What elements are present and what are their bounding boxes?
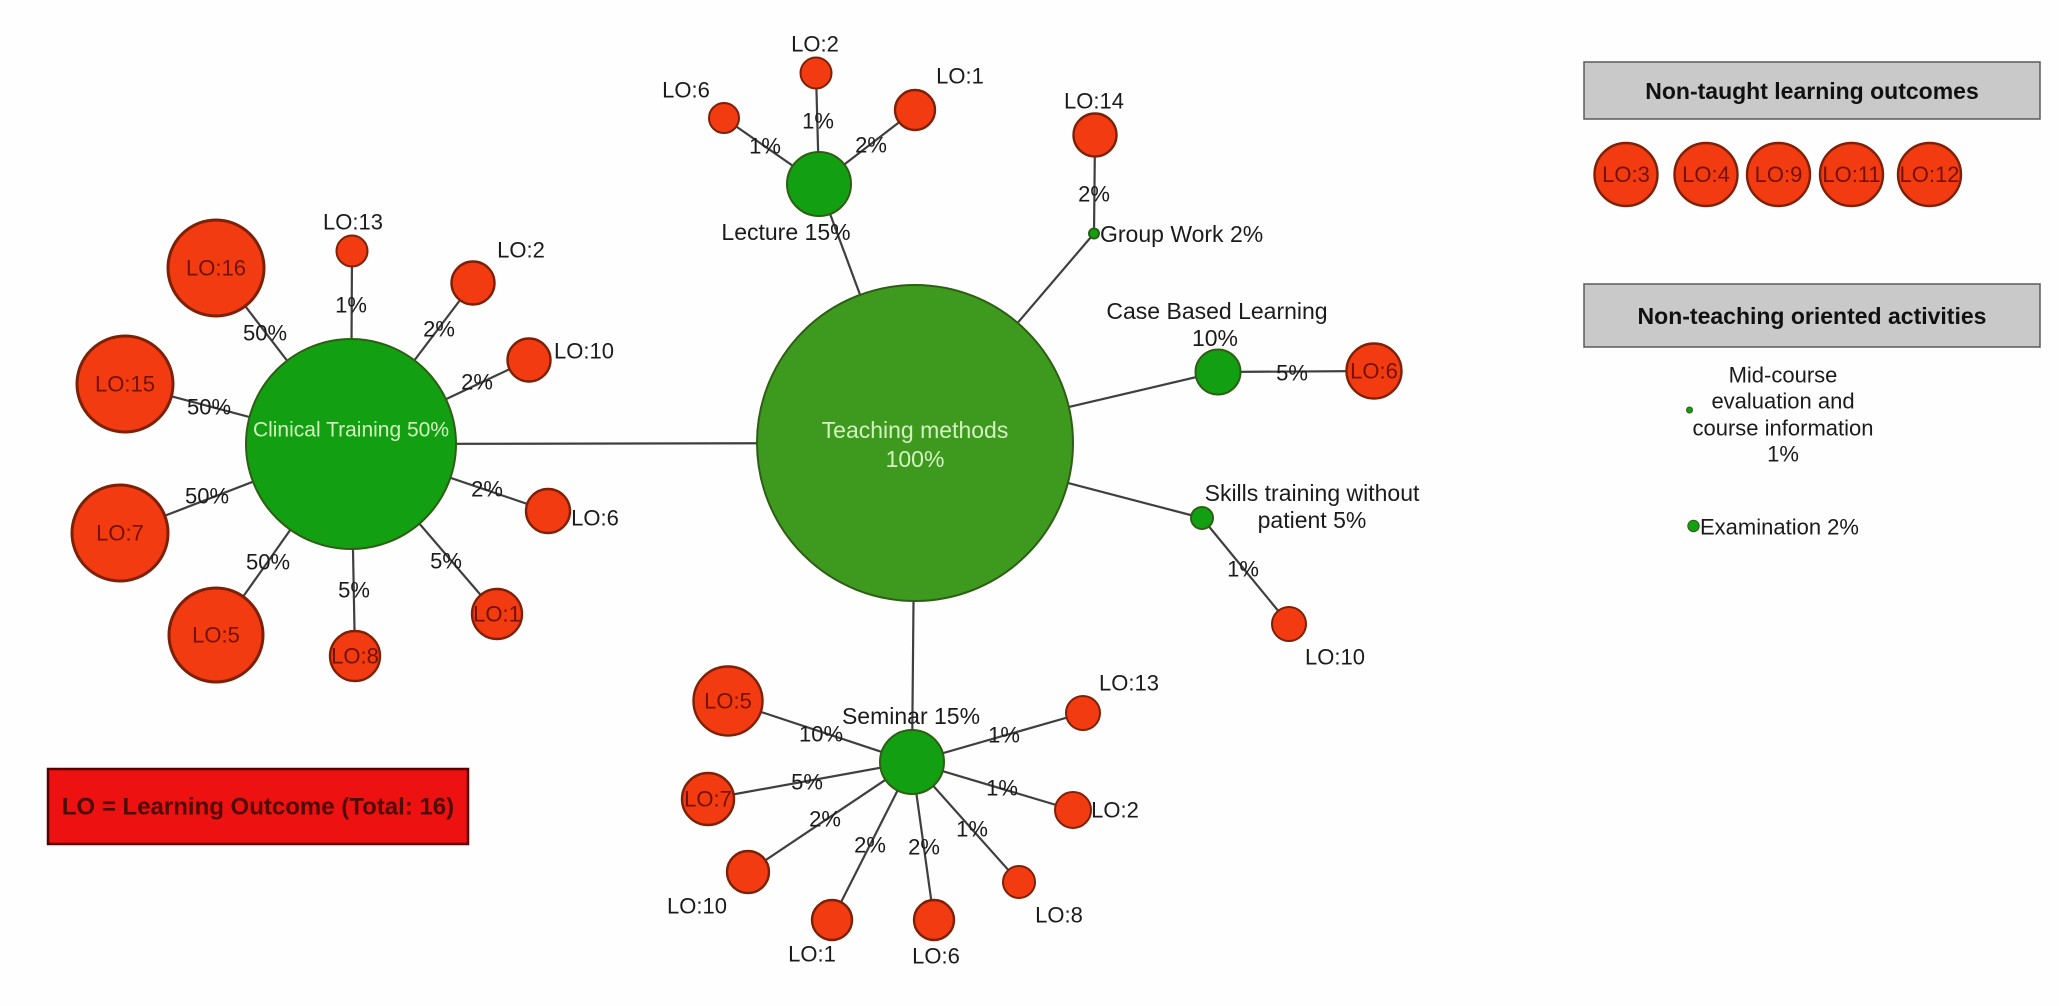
svg-text:LO:1: LO:1 — [936, 64, 984, 89]
svg-text:LO:2: LO:2 — [791, 32, 839, 57]
svg-text:LO:7: LO:7 — [684, 787, 732, 812]
svg-text:5%: 5% — [430, 549, 462, 574]
svg-text:2%: 2% — [809, 807, 841, 832]
svg-text:LO:10: LO:10 — [667, 894, 727, 919]
svg-text:2%: 2% — [471, 477, 503, 502]
svg-text:5%: 5% — [1276, 361, 1308, 386]
svg-text:50%: 50% — [185, 484, 229, 509]
svg-text:LO:8: LO:8 — [331, 644, 379, 669]
svg-text:Teaching methods: Teaching methods — [822, 417, 1009, 443]
svg-text:50%: 50% — [243, 321, 287, 346]
svg-text:LO:6: LO:6 — [662, 78, 710, 103]
svg-text:LO:1: LO:1 — [473, 602, 521, 627]
svg-text:Non-teaching oriented activiti: Non-teaching oriented activities — [1638, 303, 1987, 329]
svg-text:1%: 1% — [749, 134, 781, 159]
svg-text:patient 5%: patient 5% — [1258, 507, 1367, 533]
svg-text:Mid-course: Mid-course — [1729, 363, 1838, 388]
svg-text:1%: 1% — [986, 776, 1018, 801]
svg-text:2%: 2% — [461, 370, 493, 395]
svg-text:LO:11: LO:11 — [1822, 162, 1880, 187]
svg-text:1%: 1% — [1227, 557, 1259, 582]
svg-text:1%: 1% — [802, 109, 834, 134]
svg-text:2%: 2% — [855, 133, 887, 158]
svg-text:LO:13: LO:13 — [323, 210, 383, 235]
svg-text:Skills training without: Skills training without — [1205, 480, 1420, 506]
svg-text:Group Work 2%: Group Work 2% — [1100, 221, 1263, 247]
svg-text:5%: 5% — [338, 578, 370, 603]
svg-text:2%: 2% — [908, 835, 940, 860]
svg-text:LO:8: LO:8 — [1035, 903, 1083, 928]
svg-text:10%: 10% — [799, 722, 843, 747]
svg-text:Examination 2%: Examination 2% — [1700, 515, 1859, 540]
svg-text:Seminar 15%: Seminar 15% — [842, 703, 980, 729]
svg-text:2%: 2% — [854, 833, 886, 858]
svg-text:LO:5: LO:5 — [192, 623, 240, 648]
svg-text:1%: 1% — [956, 817, 988, 842]
svg-text:Case Based Learning: Case Based Learning — [1106, 298, 1327, 324]
svg-text:LO:6: LO:6 — [571, 506, 619, 531]
svg-text:LO:5: LO:5 — [704, 689, 752, 714]
svg-text:5%: 5% — [791, 770, 823, 795]
svg-text:Non-taught learning outcomes: Non-taught learning outcomes — [1645, 78, 1979, 104]
svg-text:Lecture 15%: Lecture 15% — [721, 219, 850, 245]
svg-text:Clinical Training 50%: Clinical Training 50% — [253, 419, 449, 442]
svg-text:LO:15: LO:15 — [95, 372, 155, 397]
svg-text:LO = Learning Outcome (Total:: LO = Learning Outcome (Total: 16) — [62, 794, 454, 821]
svg-text:LO:10: LO:10 — [1305, 645, 1365, 670]
svg-text:LO:14: LO:14 — [1064, 89, 1124, 114]
svg-text:10%: 10% — [1192, 325, 1238, 351]
svg-text:50%: 50% — [246, 550, 290, 575]
svg-text:LO:6: LO:6 — [912, 944, 960, 969]
svg-text:1%: 1% — [988, 723, 1020, 748]
svg-text:LO:9: LO:9 — [1755, 162, 1803, 187]
svg-text:LO:13: LO:13 — [1099, 671, 1159, 696]
svg-text:LO:16: LO:16 — [186, 256, 246, 281]
svg-text:LO:2: LO:2 — [1091, 798, 1139, 823]
svg-text:LO:10: LO:10 — [554, 339, 614, 364]
svg-text:2%: 2% — [423, 317, 455, 342]
svg-text:course information: course information — [1693, 416, 1874, 441]
svg-text:2%: 2% — [1078, 182, 1110, 207]
svg-text:100%: 100% — [886, 446, 945, 472]
svg-text:50%: 50% — [187, 395, 231, 420]
svg-text:1%: 1% — [335, 293, 367, 318]
svg-text:1%: 1% — [1767, 442, 1799, 467]
svg-text:LO:12: LO:12 — [1900, 162, 1960, 187]
svg-text:LO:6: LO:6 — [1350, 359, 1398, 384]
svg-text:evaluation and: evaluation and — [1711, 389, 1854, 414]
svg-text:LO:1: LO:1 — [788, 942, 836, 967]
svg-text:LO:4: LO:4 — [1682, 162, 1730, 187]
svg-text:LO:3: LO:3 — [1602, 162, 1650, 187]
svg-text:LO:2: LO:2 — [497, 238, 545, 263]
svg-text:LO:7: LO:7 — [96, 521, 144, 546]
